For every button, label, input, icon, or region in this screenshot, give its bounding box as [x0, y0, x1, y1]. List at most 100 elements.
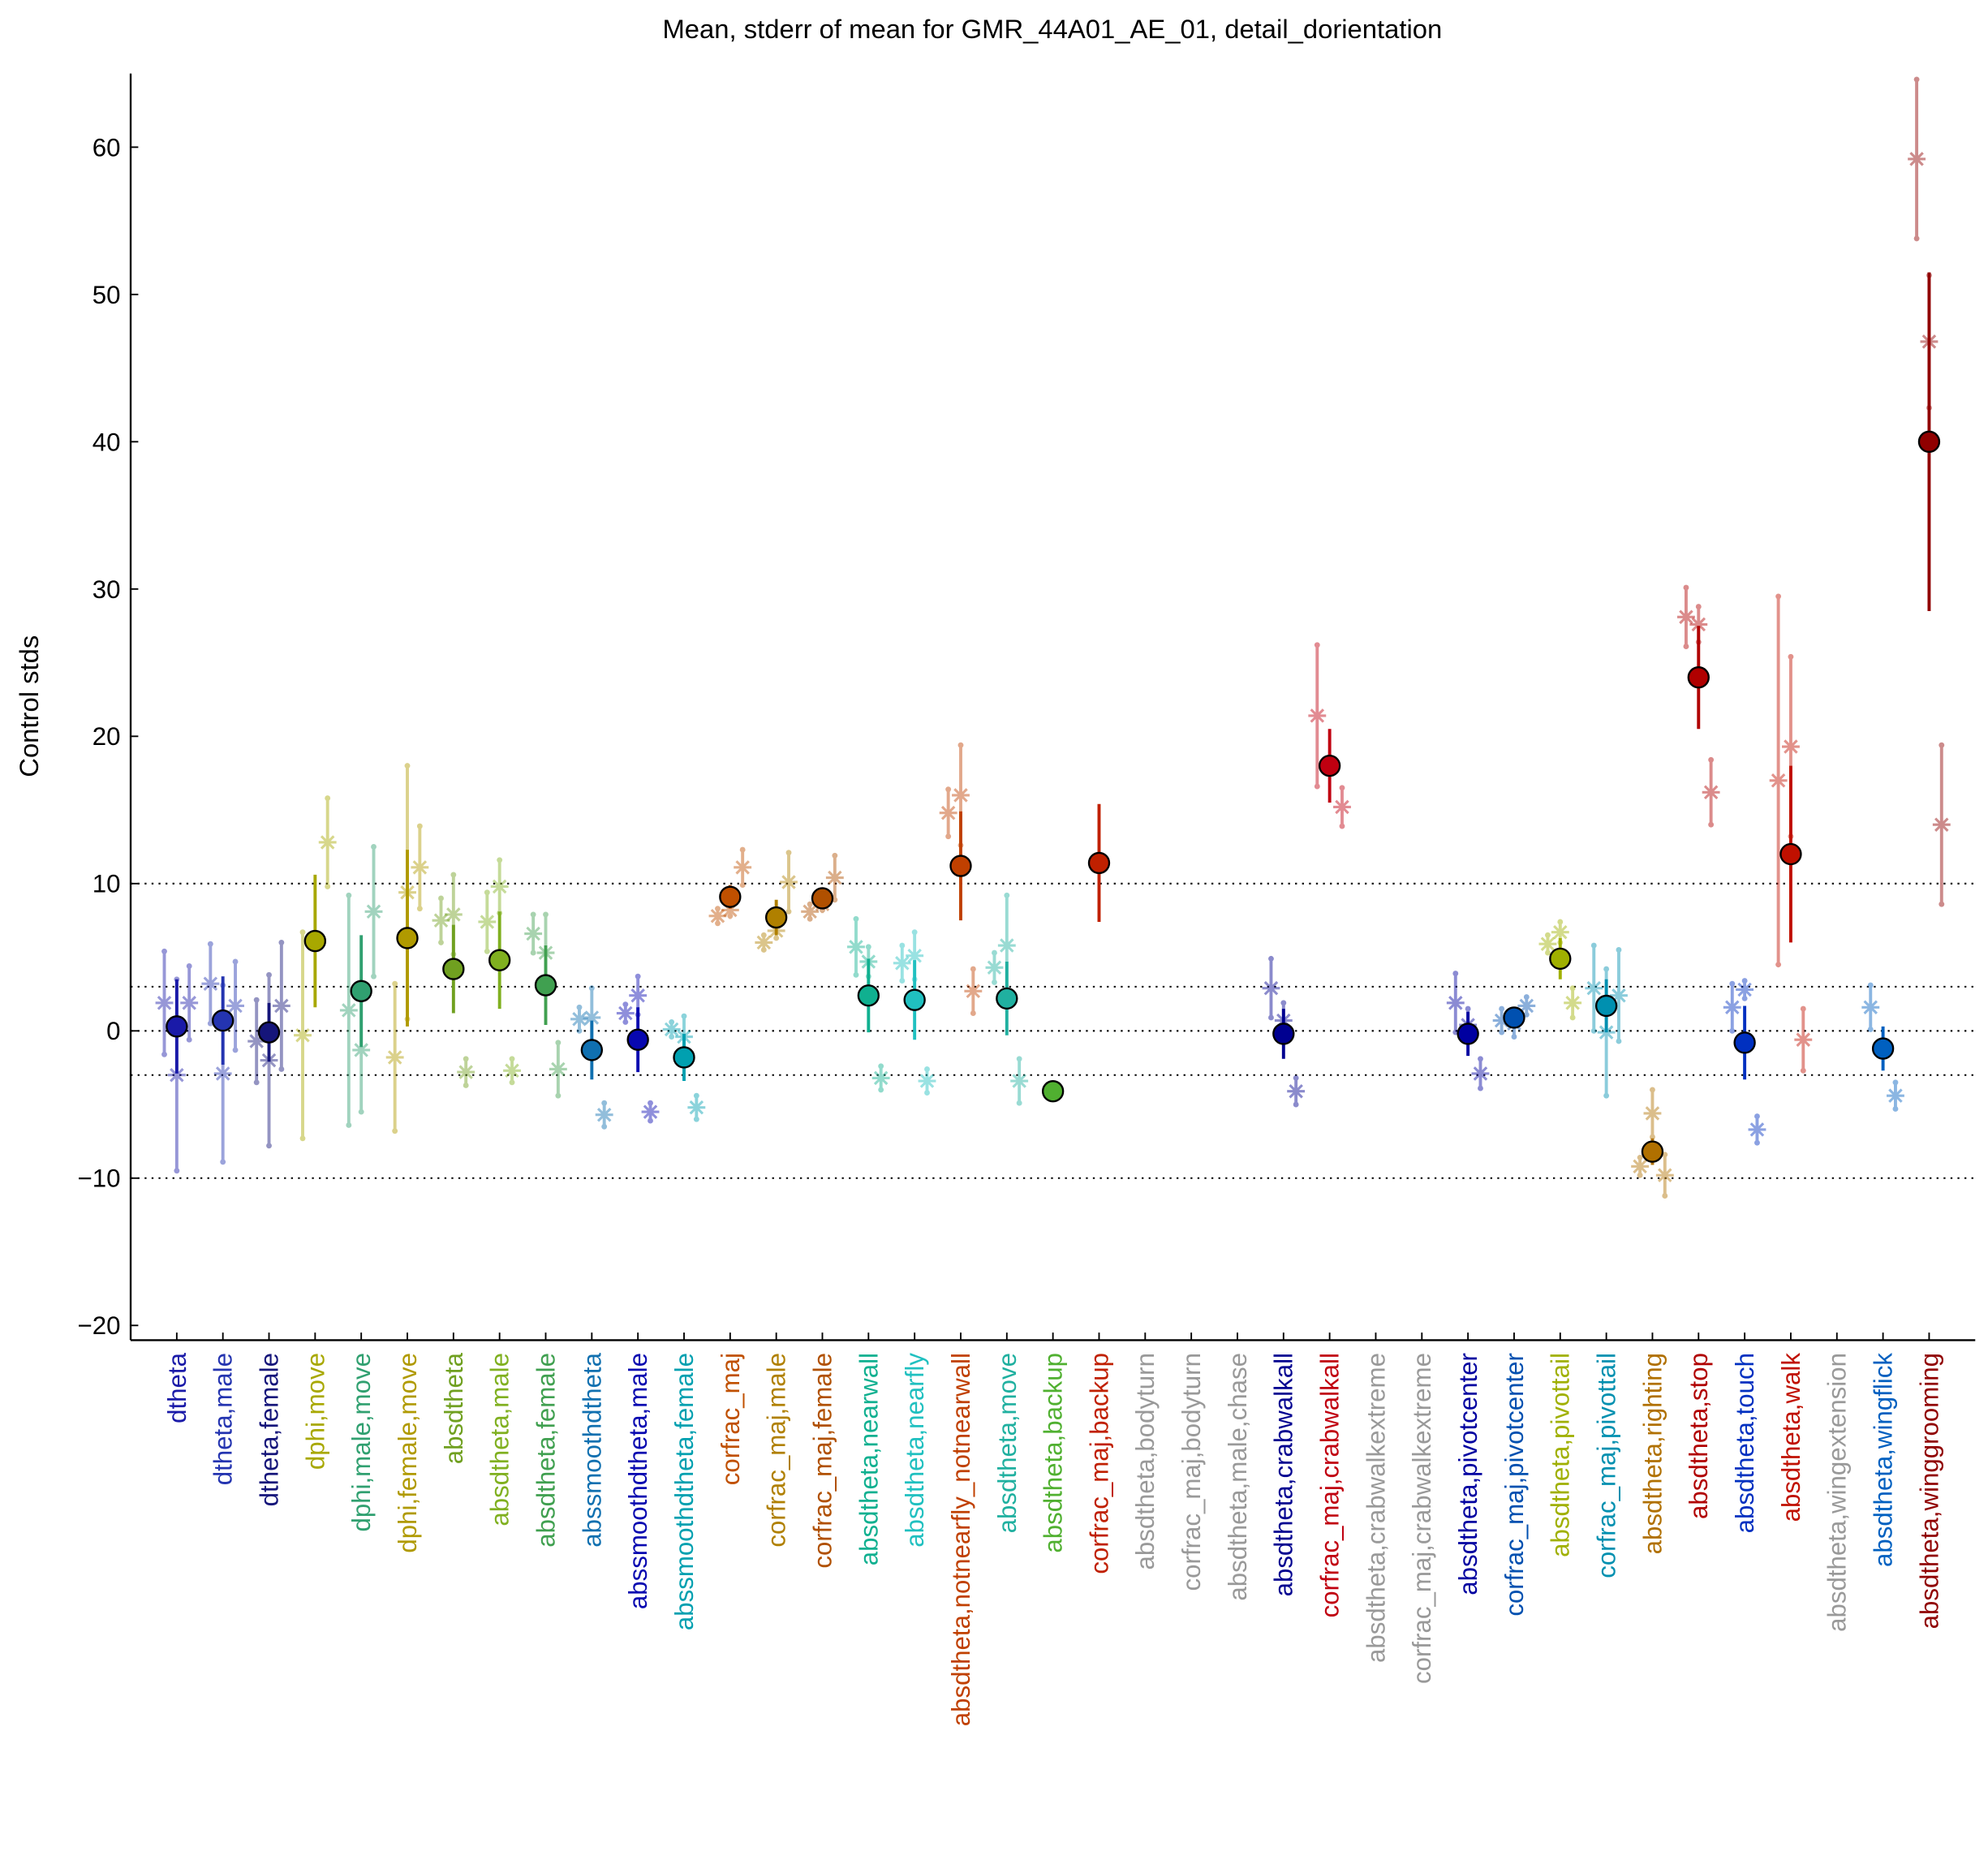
asterisk-group: [1748, 1113, 1766, 1146]
asterisk: [825, 868, 844, 887]
error-cap: [878, 1063, 884, 1070]
error-cap: [1452, 971, 1459, 976]
error-cap: [1465, 1005, 1471, 1012]
asterisk-stroke: [618, 1005, 633, 1021]
asterisk-group: [755, 932, 773, 953]
x-tick-label: dphi,move: [301, 1353, 329, 1470]
x-tick-label: corfrac_maj,female: [808, 1353, 837, 1569]
mean-marker: [1503, 1006, 1525, 1029]
mean-marker: [166, 1015, 188, 1038]
error-cap: [832, 852, 838, 859]
error-cap: [576, 1027, 583, 1034]
error-cap: [1523, 1011, 1530, 1018]
asterisk-stroke: [756, 935, 772, 950]
error-cap: [924, 1090, 930, 1096]
error-cap: [773, 935, 780, 941]
asterisk-stroke: [320, 835, 335, 850]
error-cap: [911, 929, 918, 936]
asterisk: [918, 1072, 936, 1090]
asterisk-group: [201, 941, 220, 1027]
asterisk-stroke: [182, 996, 196, 1010]
error-cap: [1683, 584, 1689, 591]
asterisk-stroke: [689, 1100, 704, 1115]
asterisk-stroke: [480, 915, 495, 929]
asterisk-group: [1631, 1154, 1650, 1178]
asterisk-stroke: [919, 1074, 935, 1088]
error-cap: [555, 1040, 562, 1046]
asterisk-stroke: [1863, 1000, 1878, 1015]
mean-marker: [1641, 1140, 1664, 1163]
error-cap: [1892, 1106, 1899, 1112]
error-cap: [207, 1020, 213, 1027]
asterisk: [1655, 1166, 1674, 1185]
x-tick-label: corfrac_maj,pivottail: [1593, 1353, 1621, 1578]
error-cap: [760, 947, 767, 953]
error-cap: [648, 1100, 653, 1106]
asterisk-group: [1677, 584, 1695, 650]
error-cap: [622, 1018, 629, 1025]
error-cap: [1708, 821, 1715, 828]
asterisk-group: [1333, 785, 1351, 829]
x-tick-label: corfrac_maj,pivotcenter: [1500, 1353, 1529, 1617]
asterisk-stroke: [781, 875, 796, 889]
mean-marker: [1779, 842, 1802, 866]
error-cap: [807, 901, 813, 907]
y-tick-label: 40: [93, 428, 121, 456]
asterisk-group: [847, 915, 865, 978]
x-tick-label: absdtheta,pivottail: [1547, 1353, 1575, 1557]
x-tick-label: absdtheta: [440, 1352, 468, 1464]
asterisk-group: [570, 1004, 588, 1034]
x-tick-label: dphi,male,move: [347, 1353, 376, 1532]
asterisk-stroke: [412, 860, 428, 875]
asterisk: [432, 911, 450, 930]
asterisk-group: [1643, 1087, 1662, 1140]
x-tick-label: corfrac_maj,crabwalkextreme: [1408, 1353, 1436, 1684]
error-cap: [1708, 756, 1715, 763]
error-cap: [509, 1079, 515, 1086]
asterisk: [167, 1066, 186, 1084]
x-tick-label: absdtheta,pivotcenter: [1454, 1353, 1482, 1595]
mean-marker: [996, 987, 1018, 1010]
asterisk-stroke: [505, 1063, 519, 1079]
asterisk-stroke: [1000, 938, 1014, 953]
asterisk-stroke: [551, 1061, 566, 1077]
asterisk-stroke: [572, 1012, 587, 1027]
error-cap: [865, 944, 871, 950]
asterisk-stroke: [295, 1027, 310, 1043]
x-tick-label: abssmoothdtheta,female: [670, 1353, 699, 1630]
mean-marker: [1687, 666, 1710, 689]
asterisk-stroke: [458, 1065, 473, 1079]
mean-marker: [1594, 994, 1618, 1018]
x-tick-label: absdtheta,walk: [1777, 1353, 1805, 1522]
error-cap: [463, 1056, 469, 1062]
asterisk: [734, 858, 752, 876]
asterisk: [641, 1103, 660, 1122]
asterisk-stroke: [412, 860, 428, 875]
asterisk-stroke: [1679, 609, 1693, 625]
asterisk-group: [478, 889, 497, 954]
error-cap: [1741, 978, 1748, 984]
asterisk-group: [687, 1092, 706, 1122]
asterisk-stroke: [1679, 609, 1693, 625]
mean-marker: [350, 980, 372, 1002]
asterisk-stroke: [387, 1050, 402, 1065]
asterisk: [1932, 816, 1951, 834]
error-cap: [681, 1013, 687, 1019]
asterisk: [444, 905, 463, 924]
x-tick-label: absdtheta,bodyturn: [1131, 1353, 1160, 1569]
asterisk: [1262, 979, 1280, 997]
asterisk-group: [1471, 1056, 1490, 1091]
asterisk-group: [641, 1100, 660, 1124]
asterisk-stroke: [1012, 1074, 1026, 1088]
asterisk-group: [155, 948, 174, 1057]
asterisk-stroke: [433, 913, 449, 928]
x-tick-label: absdtheta,winggrooming: [1915, 1353, 1943, 1629]
asterisk-stroke: [895, 956, 910, 971]
asterisk-stroke: [170, 1067, 184, 1083]
y-tick-label: 50: [93, 281, 121, 309]
asterisk-group: [964, 966, 983, 1016]
error-cap: [484, 948, 490, 954]
asterisk-stroke: [966, 984, 981, 999]
mean-marker: [212, 1009, 235, 1032]
asterisk-group: [1861, 982, 1880, 1032]
